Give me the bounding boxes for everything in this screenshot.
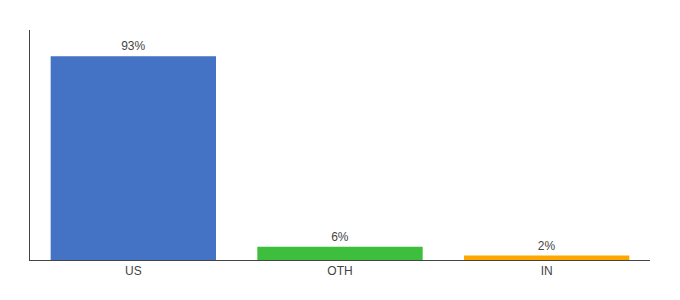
svg-text:US: US <box>125 264 142 278</box>
svg-text:93%: 93% <box>121 39 145 53</box>
svg-text:2%: 2% <box>538 239 556 253</box>
svg-text:OTH: OTH <box>327 264 352 278</box>
svg-text:IN: IN <box>541 264 553 278</box>
svg-text:6%: 6% <box>331 230 349 244</box>
